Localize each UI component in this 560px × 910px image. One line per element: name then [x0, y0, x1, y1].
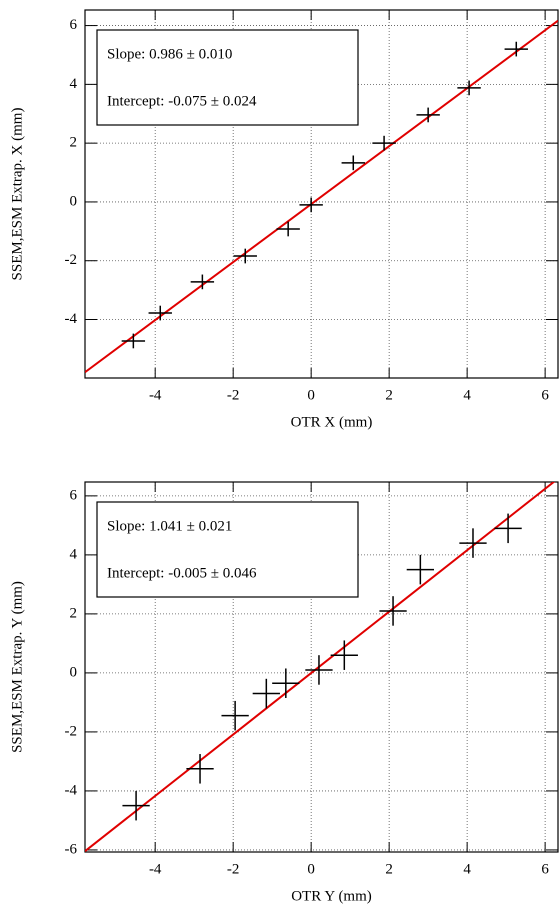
y-tick-label: 4: [70, 76, 78, 92]
x-tick-label: 2: [385, 387, 393, 403]
y-tick-label: 2: [70, 605, 78, 621]
annotation-box: [96, 501, 359, 598]
y-tick-label: -2: [65, 252, 78, 268]
y-tick-label: 4: [70, 546, 78, 562]
x-tick-label: 4: [463, 387, 471, 403]
annotation: Slope: 0.986 ± 0.010: [107, 46, 232, 62]
y-tick-label: 6: [70, 487, 78, 503]
x-tick-label: -4: [149, 861, 162, 877]
x-axis-label: OTR X (mm): [291, 414, 373, 430]
y-tick-label: -4: [65, 311, 78, 327]
x-tick-label: -4: [149, 387, 162, 403]
plot-frame: [84, 481, 559, 853]
x-tick-label: 0: [307, 387, 315, 403]
y-tick-label: -6: [65, 841, 78, 857]
annotation-box: [96, 29, 359, 126]
fit-line: [85, 482, 556, 852]
annotation: Intercept: -0.005 ± 0.046: [107, 565, 257, 581]
plot: -4 -2 0 2 4 6 -6 -4 -2 0 2 4 6 Slope: 1.041 ± 0.021 In…: [9, 481, 559, 904]
x-tick-label: 6: [541, 387, 549, 403]
y-tick-label: 0: [70, 664, 78, 680]
y-tick-label: -2: [65, 723, 78, 739]
y-tick-label: 6: [70, 17, 78, 33]
annotation: Slope: 1.041 ± 0.021: [107, 518, 232, 534]
y-tick-label: 2: [70, 135, 78, 151]
x-tick-label: -2: [227, 387, 240, 403]
plot: -4 -2 0 2 4 6 -4 -2 0 2 4 6 Slope: 0.986 ± 0.010 Inte…: [9, 9, 559, 430]
y-axis-label: SSEM,ESM Extrap. X (mm): [9, 108, 25, 281]
x-tick-label: 6: [541, 861, 549, 877]
annotation: Intercept: -0.075 ± 0.024: [107, 93, 257, 109]
x-axis-label: OTR Y (mm): [291, 888, 372, 904]
y-tick-label: 0: [70, 193, 78, 209]
y-tick-label: -4: [65, 782, 78, 798]
x-tick-label: 2: [385, 861, 393, 877]
x-tick-label: -2: [227, 861, 240, 877]
y-axis-label: SSEM,ESM Extrap. Y (mm): [9, 581, 25, 753]
x-tick-label: 0: [307, 861, 315, 877]
plot-frame: [84, 9, 559, 379]
x-tick-label: 4: [463, 861, 471, 877]
